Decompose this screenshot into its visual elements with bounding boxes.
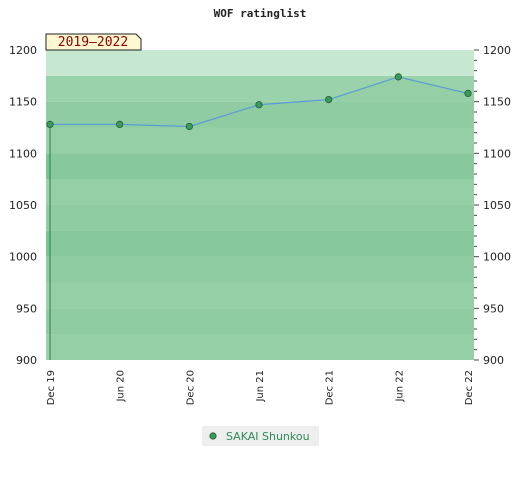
band <box>46 50 474 76</box>
x-tick-label: Jun 22 <box>394 370 405 403</box>
y-tick-label: 900 <box>16 354 37 367</box>
x-tick-label: Dec 21 <box>325 370 336 405</box>
y-axis-left: 900 950 1000 1050 1100 1150 1200 <box>9 44 37 367</box>
x-axis: Dec 19 Jun 20 Dec 20 Jun 21 Dec 21 Jun 22 Dec … <box>46 370 475 405</box>
data-point <box>185 122 193 131</box>
chart-title: WOF ratinglist <box>214 7 307 20</box>
legend-label: SAKAI Shunkou <box>226 430 310 443</box>
y-tick-label: 900 <box>483 354 504 367</box>
y-tick-label: 1050 <box>483 199 511 212</box>
y-tick-label: 1200 <box>483 44 511 57</box>
period-label: 2019–2022 <box>58 35 128 50</box>
data-point <box>394 73 402 81</box>
x-tick-label: Jun 20 <box>116 370 127 403</box>
data-point <box>464 89 472 98</box>
x-tick-label: Dec 19 <box>46 370 57 405</box>
y-tick-label: 1000 <box>483 251 511 264</box>
legend: SAKAI Shunkou <box>202 426 319 446</box>
y-tick-label: 950 <box>483 302 504 315</box>
x-tick-label: Jun 21 <box>255 370 266 403</box>
data-point <box>116 120 124 129</box>
legend-marker <box>209 432 217 440</box>
y-tick-label: 1100 <box>483 147 511 160</box>
y-tick-label: 1000 <box>9 251 37 264</box>
x-tick-label: Dec 20 <box>185 370 196 405</box>
x-tick-label: Dec 22 <box>464 370 475 405</box>
data-point <box>325 96 333 104</box>
y-tick-label: 1100 <box>9 147 37 160</box>
y-axis-right: 900 950 1000 1050 1100 1150 1200 <box>474 44 511 367</box>
data-point <box>46 120 54 129</box>
y-tick-label: 1150 <box>483 96 511 109</box>
y-tick-label: 1150 <box>9 96 37 109</box>
y-tick-label: 1050 <box>9 199 37 212</box>
period-badge: 2019–2022 <box>45 33 142 51</box>
data-point <box>255 101 263 109</box>
y-tick-label: 950 <box>16 302 37 315</box>
y-tick-label: 1200 <box>9 44 37 57</box>
data-points <box>46 73 472 131</box>
area-fill <box>50 76 474 360</box>
